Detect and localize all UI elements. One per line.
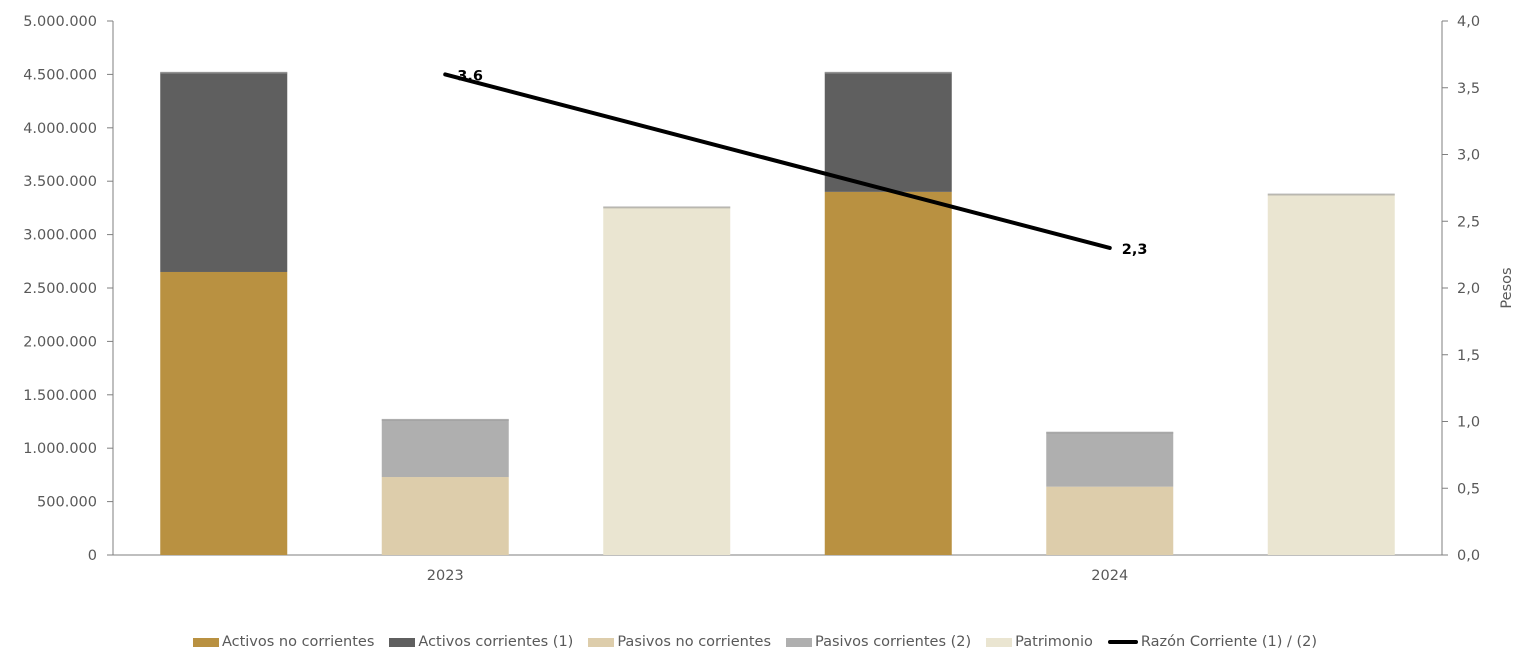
legend-swatch-activos-corrientes [389, 637, 416, 647]
legend-swatch-patrimonio [986, 637, 1013, 647]
y-right-tick-label: 0,0 [1457, 548, 1480, 564]
y-axis-right-title: Pesos [1499, 267, 1515, 308]
legend-item-pasivos-corrientes: Pasivos corrientes (2) [786, 634, 971, 650]
y-left-tick-label: 4.500.000 [23, 67, 97, 83]
y-right-tick-label: 1,0 [1457, 415, 1480, 431]
bar-activos-no-corrientes-2023 [160, 271, 288, 555]
legend-swatch-pasivos-corrientes [786, 637, 813, 647]
legend-label-pasivos-corrientes: Pasivos corrientes (2) [815, 634, 972, 650]
legend-label-activos-no-corrientes: Activos no corrientes [221, 634, 375, 650]
y-left-tick-label: 3.500.000 [23, 174, 97, 190]
legend-label-patrimonio: Patrimonio [1015, 634, 1093, 650]
bar-patrimonio-2023 [603, 206, 731, 555]
legend-label-razon-corriente: Razón Corriente (1) / (2) [1140, 634, 1318, 650]
data-label-razon-corriente: 3,6 [457, 68, 483, 84]
y-left-tick-label: 0 [88, 548, 97, 564]
y-right-tick-label: 1,5 [1457, 348, 1480, 364]
x-tick-label: 2023 [427, 568, 464, 584]
y-left-tick-label: 3.000.000 [23, 228, 97, 244]
legend-swatch-activos-no-corrientes [192, 637, 219, 647]
bar-pasivos-corrientes-2-2024 [1046, 432, 1174, 487]
data-label-razon-corriente: 2,3 [1122, 242, 1148, 258]
bar-pasivos-no-corrientes-2023 [381, 477, 509, 555]
bar-activos-corrientes-1-2024 [824, 72, 952, 192]
legend-label-activos-corrientes: Activos corrientes (1) [418, 634, 574, 650]
y-right-tick-label: 3,0 [1457, 148, 1480, 164]
y-right-tick-label: 0,5 [1457, 481, 1480, 497]
y-left-tick-label: 500.000 [37, 495, 97, 511]
line-razon-corriente [443, 72, 1112, 250]
legend-swatch-pasivos-no-corrientes [588, 637, 615, 647]
legend-item-patrimonio: Patrimonio [986, 634, 1093, 650]
legend-label-pasivos-no-corrientes: Pasivos no corrientes [617, 634, 772, 650]
bar-patrimonio-2024 [1267, 194, 1395, 556]
y-left-tick-label: 1.000.000 [23, 441, 97, 457]
y-left-tick-label: 2.500.000 [23, 281, 97, 297]
chart-legend: Activos no corrientes Activos corrientes… [0, 634, 1525, 650]
bar-pasivos-no-corrientes-2024 [1046, 486, 1174, 555]
y-left-tick-label: 2.000.000 [23, 334, 97, 350]
y-left-tick-label: 5.000.000 [23, 14, 97, 30]
y-left-tick-label: 1.500.000 [23, 388, 97, 404]
legend-line-razon-corriente [1107, 640, 1138, 644]
y-right-tick-label: 2,0 [1457, 281, 1480, 297]
y-left-tick-label: 4.000.000 [23, 121, 97, 137]
bar-pasivos-corrientes-2-2023 [381, 419, 509, 478]
y-right-tick-label: 4,0 [1457, 14, 1480, 30]
x-tick-label: 2024 [1091, 568, 1128, 584]
legend-item-activos-corrientes: Activos corrientes (1) [389, 634, 573, 650]
legend-item-pasivos-no-corrientes: Pasivos no corrientes [588, 634, 771, 650]
legend-item-activos-no-corrientes: Activos no corrientes [192, 634, 375, 650]
y-right-tick-label: 3,5 [1457, 81, 1480, 97]
legend-item-razon-corriente: Razón Corriente (1) / (2) [1107, 634, 1318, 650]
bar-activos-no-corrientes-2024 [824, 191, 952, 555]
bar-activos-corrientes-1-2023 [160, 72, 288, 272]
y-right-tick-label: 2,5 [1457, 214, 1480, 230]
